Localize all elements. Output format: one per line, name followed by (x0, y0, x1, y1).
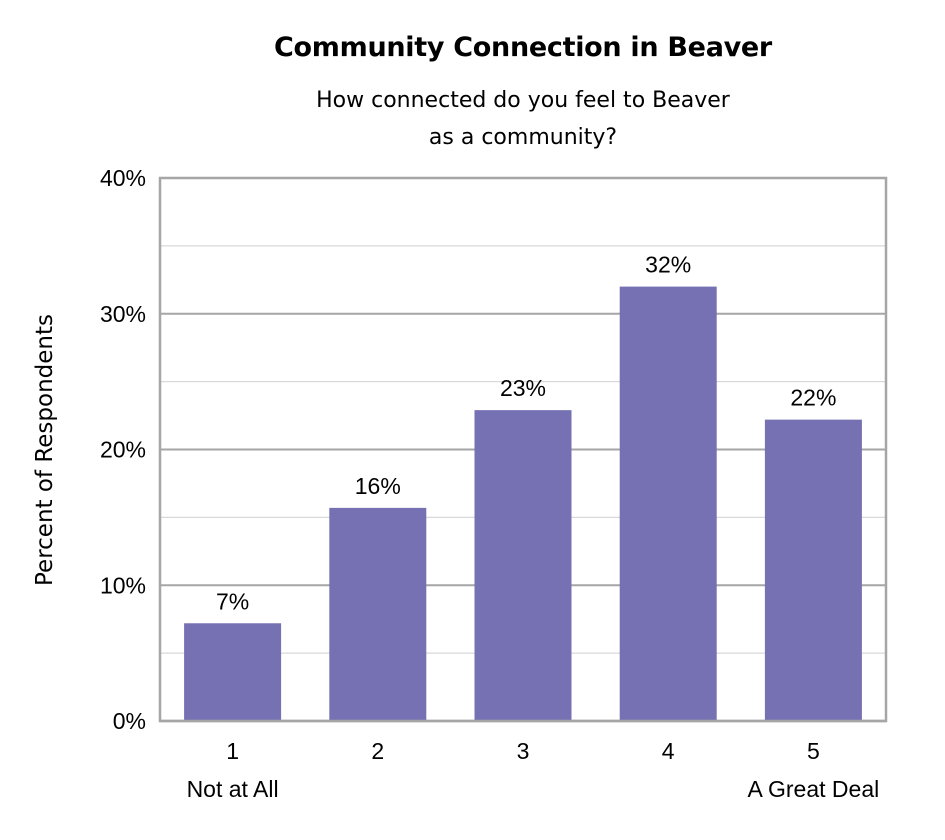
bar-1 (184, 623, 282, 721)
x-tick-label: 2 (371, 738, 384, 764)
chart-subtitle-line-2: as a community? (428, 125, 618, 150)
x-tick-label: 3 (517, 738, 530, 764)
y-tick-label: 0% (113, 708, 146, 734)
bar-4 (619, 286, 717, 721)
data-label: 32% (645, 252, 691, 278)
y-tick-label: 10% (100, 572, 146, 598)
chart-title: Community Connection in Beaver (274, 32, 772, 63)
bar-2 (329, 507, 427, 721)
x-tick-sublabel: Not at All (187, 776, 279, 802)
x-tick-label: 1 (226, 738, 239, 764)
y-tick-label: 30% (100, 301, 146, 327)
data-label: 7% (216, 588, 249, 614)
bar-3 (474, 410, 572, 721)
data-label: 22% (790, 385, 836, 411)
data-label: 23% (500, 375, 546, 401)
x-tick-label: 5 (807, 738, 820, 764)
x-tick-label: 4 (662, 738, 675, 764)
bar-5 (764, 419, 862, 721)
chart-subtitle-line-1: How connected do you feel to Beaver (316, 88, 730, 113)
y-tick-label: 20% (100, 437, 146, 463)
x-tick-sublabel: A Great Deal (748, 776, 880, 802)
data-label: 16% (355, 473, 401, 499)
y-tick-label: 40% (100, 165, 146, 191)
